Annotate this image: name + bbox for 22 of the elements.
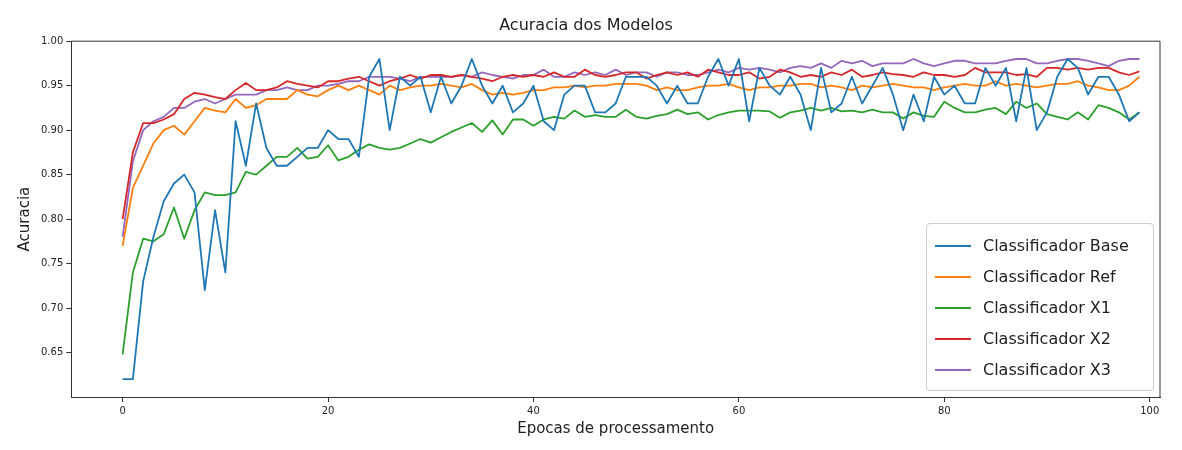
x-tick-label: 80 xyxy=(937,404,951,416)
x-axis-title: Epocas de processamento xyxy=(517,418,715,437)
x-tick-label: 100 xyxy=(1140,404,1160,416)
x-tick-label: 20 xyxy=(321,404,335,416)
legend-label: Classificador X1 xyxy=(983,298,1111,317)
y-tick-label: 0.70 xyxy=(41,301,64,313)
legend-label: Classificador Ref xyxy=(983,267,1116,286)
chart-title: Acuracia dos Modelos xyxy=(499,14,673,34)
x-tick-label: 60 xyxy=(732,404,746,416)
y-tick-label: 0.85 xyxy=(41,168,64,180)
y-tick-label: 0.65 xyxy=(41,346,64,358)
x-tick-label: 0 xyxy=(119,404,126,416)
y-tick-label: 0.95 xyxy=(41,79,64,91)
y-tick-label: 0.75 xyxy=(41,257,64,269)
legend-label: Classificador X3 xyxy=(983,360,1111,379)
y-tick-label: 1.00 xyxy=(41,34,64,46)
y-tick-label: 0.90 xyxy=(41,123,64,135)
x-tick-label: 40 xyxy=(527,404,540,416)
legend-label: Classificador X2 xyxy=(983,329,1111,348)
y-axis-title: Acuracia xyxy=(14,186,33,252)
legend-label: Classificador Base xyxy=(983,236,1129,255)
y-tick-label: 0.80 xyxy=(41,212,64,224)
